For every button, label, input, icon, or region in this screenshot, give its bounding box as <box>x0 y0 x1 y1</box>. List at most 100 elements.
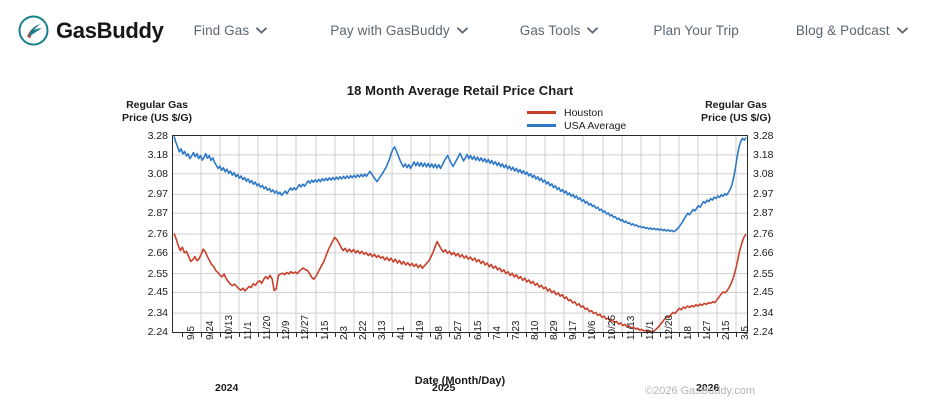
nav-item-gas-tools[interactable]: Gas Tools <box>520 23 599 38</box>
chart-title: 18 Month Average Retail Price Chart <box>346 83 574 98</box>
x-axis-tick-mark <box>507 333 508 337</box>
y-axis-tick-label: 2.34 <box>753 307 774 320</box>
x-axis-tick-mark <box>239 333 240 337</box>
nav-item-plan-your-trip[interactable]: Plan Your Trip <box>653 23 738 38</box>
x-axis-tick-mark <box>411 333 412 337</box>
x-axis-tick-mark <box>622 333 623 337</box>
x-axis-tick-mark <box>641 333 642 337</box>
x-axis-tick-label: 2/22 <box>358 320 369 340</box>
x-axis-tick-label: 12/9 <box>281 320 292 340</box>
x-axis-tick-label: 10/25 <box>607 314 618 340</box>
nav-label: Find Gas <box>193 23 250 38</box>
x-axis-tick-label: 9/24 <box>205 320 216 340</box>
gasbuddy-swoosh-logo-icon <box>18 15 49 46</box>
chevron-down-icon <box>896 27 908 34</box>
copyright-watermark: ©2026 GasBuddy.com <box>644 385 756 397</box>
x-axis-tick-mark <box>698 333 699 337</box>
x-axis-tick-mark <box>220 333 221 337</box>
y-axis-tick-label: 2.87 <box>147 207 168 220</box>
x-axis-tick-label: 4/19 <box>415 320 426 340</box>
y-axis-tick-label: 2.97 <box>147 188 168 201</box>
chart-legend: Houston USA Average <box>527 106 626 132</box>
legend-label: Houston <box>564 106 604 119</box>
x-axis-tick-label: 8/10 <box>530 320 541 340</box>
y-axis-label-left: Regular Gas Price (US $/G) <box>121 99 193 124</box>
x-axis-tick-label: 11/13 <box>626 315 637 340</box>
y-axis-tick-label: 2.45 <box>753 286 774 299</box>
nav-item-pay-with-gasbuddy[interactable]: Pay with GasBuddy <box>330 23 468 38</box>
y-axis-tick-label: 3.28 <box>753 130 774 142</box>
plot-area <box>172 135 748 333</box>
x-axis-tick-mark <box>679 333 680 337</box>
main-nav: Find Gas Pay with GasBuddy Gas Tools Pla… <box>194 23 940 38</box>
x-axis-tick-mark <box>258 333 259 337</box>
x-axis-tick-mark <box>430 333 431 337</box>
y-axis-tick-label: 2.34 <box>147 307 168 320</box>
legend-swatch-houston <box>527 111 556 114</box>
nav-item-blog-and-podcast[interactable]: Blog & Podcast <box>796 23 908 38</box>
y-axis-tick-label: 2.87 <box>753 207 774 220</box>
x-axis-tick-label: 11/1 <box>243 321 254 340</box>
x-axis-tick-mark <box>201 333 202 337</box>
x-axis-tick-mark <box>583 333 584 337</box>
x-axis-tick-mark <box>392 333 393 337</box>
y-axis-tick-label: 2.76 <box>147 228 168 240</box>
legend-swatch-usa-average <box>527 124 556 127</box>
x-axis-tick-mark <box>373 333 374 337</box>
y-axis-tick-label: 2.66 <box>147 246 168 259</box>
x-axis-tick-label: 10/6 <box>587 320 598 340</box>
x-axis-tick-label: 6/15 <box>473 320 484 340</box>
x-axis-tick-label: 2/15 <box>721 320 732 340</box>
x-axis-tick-mark <box>449 333 450 337</box>
y-axis-tick-label: 2.24 <box>147 326 168 338</box>
x-axis-tick-label: 8/29 <box>549 320 560 340</box>
x-axis-tick-label: 12/1 <box>645 320 656 340</box>
x-axis-tick-mark <box>335 333 336 337</box>
y-axis-tick-label: 3.08 <box>147 167 168 180</box>
chevron-down-icon <box>456 27 468 34</box>
x-axis-tick-mark <box>182 333 183 337</box>
legend-item-houston[interactable]: Houston <box>527 106 626 119</box>
x-axis-tick-mark <box>603 333 604 337</box>
series-line-houston <box>173 233 747 332</box>
x-axis-tick-label: 3/13 <box>377 320 388 340</box>
brand-name: GasBuddy <box>56 17 164 43</box>
x-axis-year-label: 2026 <box>696 382 720 394</box>
series-line-usa-average <box>173 136 747 233</box>
y-axis-tick-label: 3.18 <box>753 148 774 161</box>
x-axis-tick-label: 7/23 <box>511 320 522 340</box>
nav-item-find-gas[interactable]: Find Gas <box>194 23 268 38</box>
y-axis-tick-label: 3.08 <box>753 167 774 180</box>
chevron-down-icon <box>256 27 268 34</box>
legend-label: USA Average <box>564 119 627 132</box>
x-axis-tick-mark <box>469 333 470 337</box>
x-axis-tick-label: 11/20 <box>262 315 273 340</box>
x-axis-tick-label: 3/5 <box>740 326 751 340</box>
x-axis-tick-label: 4/1 <box>396 326 407 340</box>
x-axis-tick-label: 9/5 <box>186 326 197 340</box>
y-axis-tick-label: 2.45 <box>147 286 168 299</box>
plot-svg <box>173 136 747 332</box>
x-axis-tick-label: 1/15 <box>320 320 331 340</box>
nav-label: Plan Your Trip <box>653 23 739 38</box>
x-axis-tick-mark <box>316 333 317 337</box>
price-chart-panel: 18 Month Average Retail Price Chart Regu… <box>0 61 940 411</box>
x-axis-tick-mark <box>660 333 661 337</box>
x-axis-tick-mark <box>545 333 546 337</box>
x-axis-tick-label: 2/3 <box>339 326 350 340</box>
x-axis-tick-label: 10/13 <box>224 314 235 340</box>
x-axis-title: Date (Month/Day) <box>414 375 506 387</box>
x-axis-tick-label: 9/17 <box>568 320 579 340</box>
x-axis-tick-label: 7/4 <box>492 326 503 340</box>
x-axis-tick-label: 12/27 <box>300 314 311 340</box>
x-axis-tick-mark <box>354 333 355 337</box>
legend-item-usa-average[interactable]: USA Average <box>527 119 626 132</box>
x-axis-tick-mark <box>526 333 527 337</box>
y-axis-tick-label: 2.66 <box>753 246 774 259</box>
brand-home-link[interactable]: GasBuddy <box>18 15 164 46</box>
x-axis-tick-mark <box>736 333 737 337</box>
x-axis-tick-mark <box>488 333 489 337</box>
x-axis-tick-label: 1/8 <box>683 326 694 340</box>
site-header: GasBuddy Find Gas Pay with GasBuddy Gas … <box>0 0 940 61</box>
x-axis-tick-label: 5/27 <box>453 320 464 340</box>
